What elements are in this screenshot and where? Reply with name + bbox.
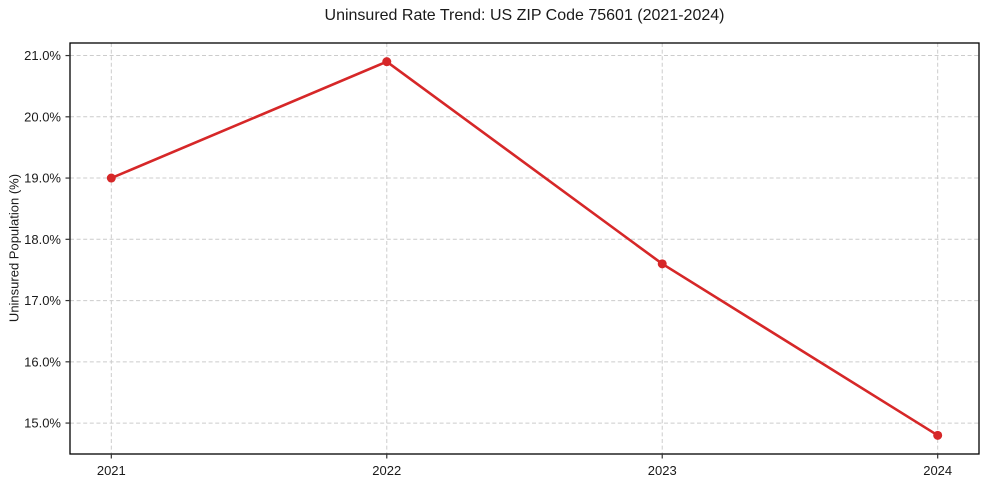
axes-spines — [69, 42, 980, 455]
y-tick-label: 20.0% — [24, 109, 61, 124]
data-point-2023 — [657, 259, 667, 269]
data-point-2021 — [106, 173, 116, 183]
y-tick-label: 15.0% — [24, 416, 61, 431]
y-tick-label: 18.0% — [24, 232, 61, 247]
x-tick-label: 2023 — [648, 463, 677, 478]
chart-title: Uninsured Rate Trend: US ZIP Code 75601 … — [324, 7, 725, 24]
x-tick-label: 2021 — [97, 463, 126, 478]
x-tick-label: 2024 — [923, 463, 952, 478]
y-axis-label: Uninsured Population (%) — [6, 173, 22, 323]
data-point-2024 — [933, 430, 943, 440]
y-tick-label: 16.0% — [24, 354, 61, 369]
y-tick-label: 17.0% — [24, 293, 61, 308]
y-tick-label: 21.0% — [24, 48, 61, 63]
data-point-2022 — [382, 57, 392, 67]
x-tick-label: 2022 — [372, 463, 401, 478]
y-tick-label: 19.0% — [24, 171, 61, 186]
trend-line — [110, 60, 939, 437]
